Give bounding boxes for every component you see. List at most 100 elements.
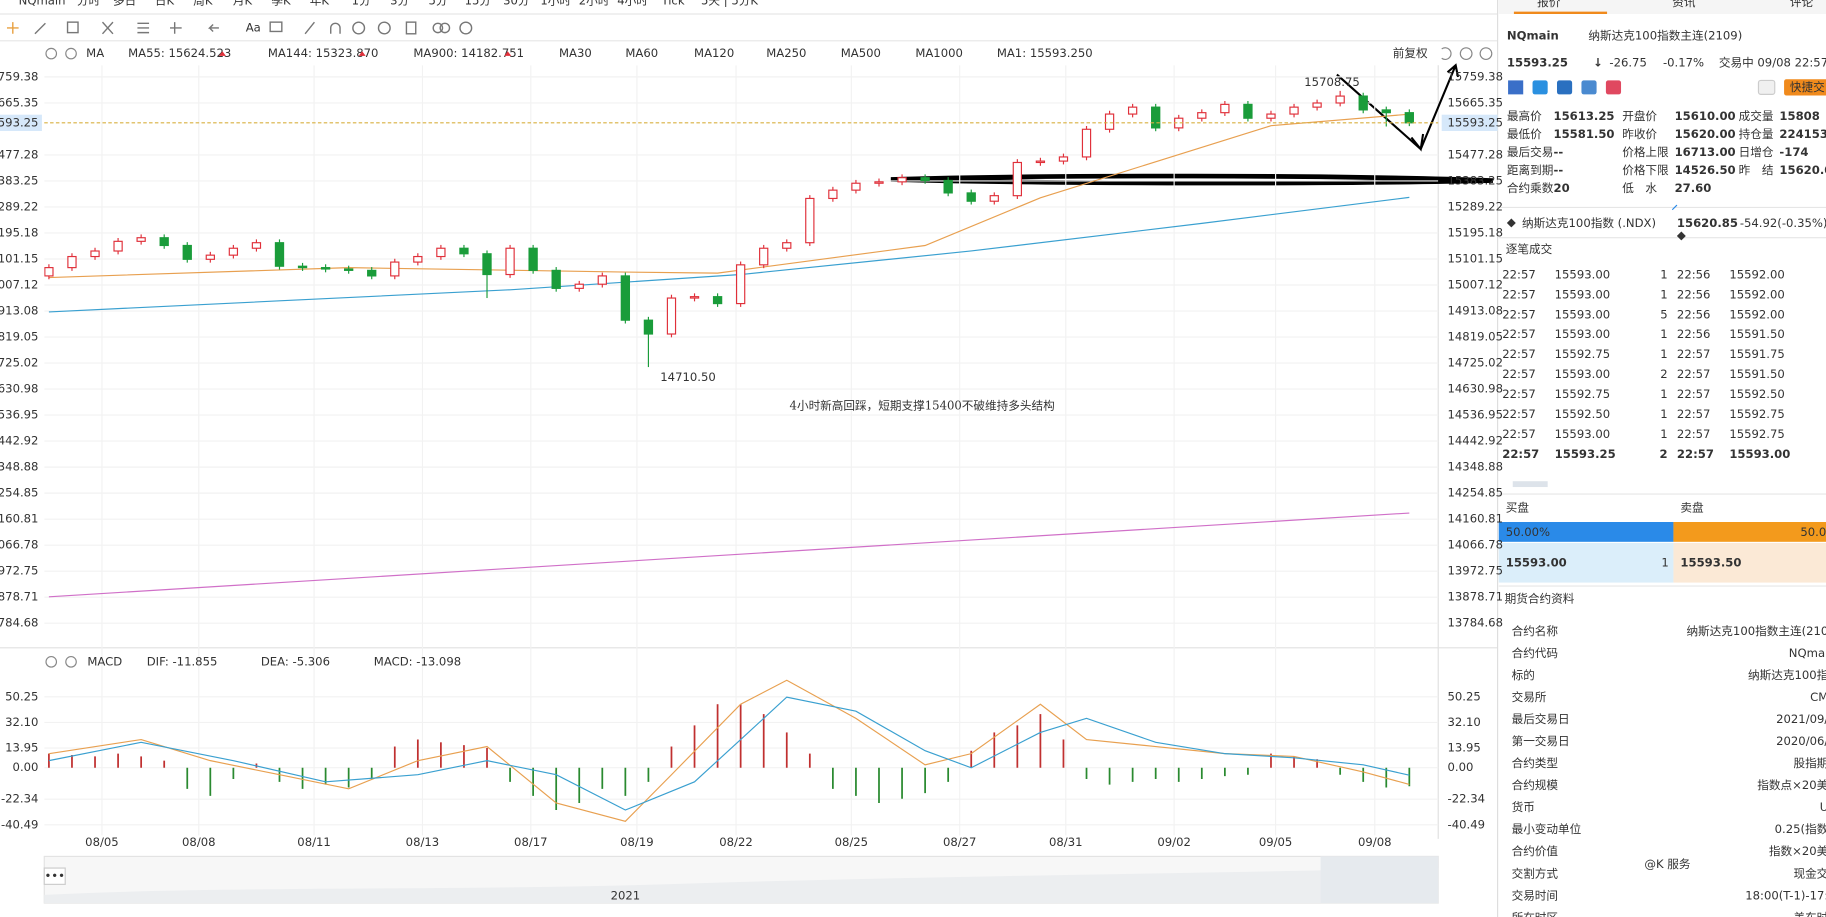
ask-percent: 50.0 <box>1800 525 1826 539</box>
toolbar-icon[interactable] <box>330 22 341 34</box>
period-tab[interactable]: NQmain <box>19 0 66 8</box>
period-tab[interactable]: 日K <box>155 0 175 8</box>
toolbar-icon[interactable] <box>66 21 79 34</box>
close-icon[interactable] <box>65 655 77 668</box>
panel-tab[interactable]: 资讯 <box>1672 0 1696 9</box>
info-value: 18:00(T-1)-17: <box>1745 888 1826 902</box>
drawing-tools[interactable] <box>6 21 473 35</box>
toolbar-icon[interactable] <box>6 22 19 34</box>
symbol: NQmain <box>1507 29 1559 43</box>
collapse-caret[interactable] <box>1671 204 1678 211</box>
zoom-out-icon[interactable] <box>1459 47 1473 61</box>
period-tab[interactable]: 1分 <box>352 0 371 8</box>
period-tab[interactable]: 季K <box>271 0 291 8</box>
indicator-line <box>48 512 1410 598</box>
navigator-menu-box[interactable] <box>43 867 66 885</box>
y-tick-label: 14348.88 <box>1448 460 1503 474</box>
trade-time: 22:57 <box>1502 407 1536 421</box>
candle-body <box>320 267 331 270</box>
toolbar-icon[interactable] <box>207 23 219 32</box>
icon[interactable] <box>1556 80 1573 95</box>
trade-price: 15593.25 <box>1555 447 1616 461</box>
legend-entry: MACD: -13.098 <box>374 654 461 668</box>
candle-body <box>620 275 631 321</box>
x-tick-label: 08/11 <box>297 835 331 849</box>
period-tab[interactable]: 3分 <box>390 0 409 8</box>
y-tick-label: 0.00 <box>1448 760 1474 774</box>
quote-value: -174 <box>1779 145 1808 159</box>
info-value: NQmai <box>1789 646 1826 660</box>
period-tab[interactable]: Tick <box>660 0 684 8</box>
candle-body <box>297 265 308 269</box>
panel-tab[interactable]: 报价 <box>1537 0 1561 9</box>
toolbar-icon[interactable] <box>439 22 451 34</box>
settings-icon[interactable] <box>45 655 58 668</box>
toolbar-icon[interactable] <box>459 21 473 35</box>
info-value: 现金交 <box>1793 866 1826 880</box>
candle-body <box>1151 106 1161 129</box>
toolbar-icon[interactable] <box>304 21 315 35</box>
chart-controls[interactable] <box>45 47 1493 668</box>
period-tab[interactable]: 4小时 <box>617 0 648 8</box>
period-tab[interactable]: 月K <box>233 0 253 8</box>
last-price-label-left: 15593.25 <box>0 115 38 129</box>
toolbar-icon[interactable] <box>352 21 366 35</box>
period-tab[interactable]: 1小时 <box>540 0 571 8</box>
candle-body <box>1381 109 1391 114</box>
period-tab[interactable]: 年K <box>310 0 330 8</box>
toolbar-icon[interactable] <box>377 21 391 35</box>
toolbar-icon[interactable] <box>101 21 114 35</box>
candle-body <box>597 275 607 285</box>
period-tab[interactable]: 15分 <box>465 0 492 8</box>
bid-percent: 50.00% <box>1506 525 1550 539</box>
candle-body <box>712 296 723 305</box>
toolbar-icon[interactable] <box>269 21 283 33</box>
zoom-in-icon[interactable] <box>1479 47 1493 61</box>
adjust-toggle[interactable]: 前复权 <box>1393 46 1428 60</box>
quote-label: 距离到期 <box>1507 163 1554 177</box>
trade-time: 22:57 <box>1502 387 1536 401</box>
action-icons[interactable] <box>1508 79 1826 96</box>
ndx-icon: ◆ <box>1507 215 1516 229</box>
flag-icon[interactable] <box>1508 80 1524 95</box>
y-tick-label-left: 13784.68 <box>0 616 38 630</box>
navigator-menu[interactable]: ••• <box>44 869 65 883</box>
period-tab[interactable]: 2小时 <box>579 0 610 8</box>
close-icon[interactable] <box>65 47 77 60</box>
y-tick-label-left: 15665.35 <box>0 95 38 109</box>
period-tab[interactable]: 30分 <box>503 0 530 8</box>
period-tab[interactable]: 分时 <box>77 0 101 8</box>
settings-icon[interactable] <box>45 47 58 60</box>
quote-label: 价格上限 <box>1622 145 1669 159</box>
bell-icon[interactable] <box>1757 79 1776 95</box>
toolbar-icon[interactable]: Aa <box>246 20 261 34</box>
quick-trade-button[interactable] <box>1784 79 1826 96</box>
trade-price: 15593.00 <box>1555 267 1610 281</box>
toolbar-icon[interactable] <box>432 22 444 34</box>
toolbar-icon[interactable] <box>137 22 150 34</box>
toolbar-icon[interactable] <box>405 21 417 35</box>
period-tab[interactable]: 多日 <box>113 0 136 8</box>
trade-time: 22:57 <box>1502 267 1536 281</box>
arrow-glyph: ◆ <box>1677 228 1686 242</box>
toolbar-icon[interactable] <box>170 22 182 34</box>
period-tab[interactable]: 5分 <box>429 0 448 8</box>
icon[interactable] <box>1532 80 1548 95</box>
panel-tab[interactable]: 评论 <box>1790 0 1814 9</box>
scrollbar[interactable] <box>1512 481 1548 488</box>
favorite-icon[interactable] <box>1605 80 1622 95</box>
reset-icon[interactable] <box>1441 47 1452 60</box>
quote-value: 15610.00 <box>1675 109 1736 123</box>
toolbar-icon[interactable] <box>34 22 46 35</box>
candle-body <box>874 181 884 184</box>
y-tick-label-left: 15759.38 <box>0 69 38 83</box>
period-tab[interactable]: 周K <box>193 0 213 8</box>
candle-body <box>1197 112 1207 119</box>
icon[interactable] <box>1581 80 1597 95</box>
x-tick-label: 09/02 <box>1157 835 1191 849</box>
quote-label: 成交量 <box>1739 109 1774 123</box>
period-tab[interactable]: 5天 | 5分K <box>701 0 758 9</box>
info-label: 合约规模 <box>1512 778 1559 792</box>
navigator-window[interactable] <box>1320 856 1439 904</box>
